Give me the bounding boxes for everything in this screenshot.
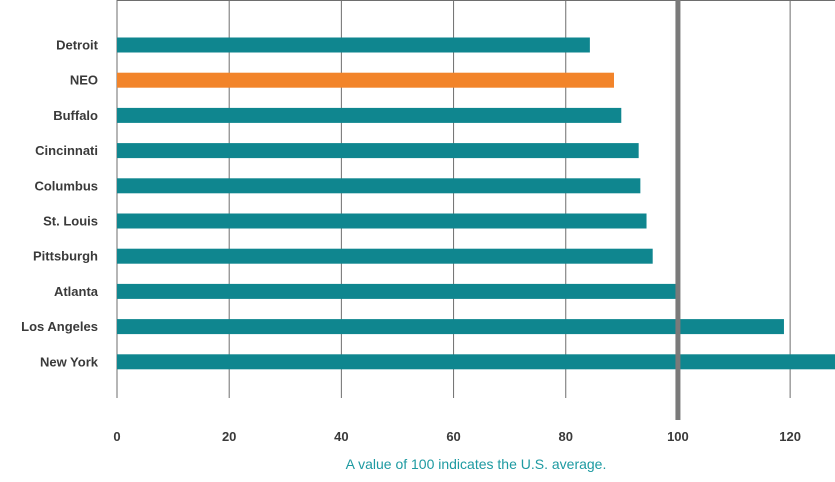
category-label-new-york: New York <box>40 354 99 369</box>
x-tick-label-100: 100 <box>667 429 689 444</box>
x-tick-label-0: 0 <box>113 429 120 444</box>
category-label-columbus: Columbus <box>34 178 98 193</box>
bar-cincinnati <box>117 143 639 159</box>
category-label-los-angeles: Los Angeles <box>21 319 98 334</box>
category-label-detroit: Detroit <box>56 38 99 53</box>
category-label-st-louis: St. Louis <box>43 214 98 229</box>
category-label-neo: NEO <box>70 73 98 88</box>
bar-st-louis <box>117 213 647 229</box>
x-tick-label-40: 40 <box>334 429 348 444</box>
x-tick-label-20: 20 <box>222 429 236 444</box>
gridlines <box>116 0 835 398</box>
bar-new-york <box>117 354 835 370</box>
x-tick-label-60: 60 <box>446 429 460 444</box>
x-tick-labels: 0 20 40 60 80 100 120 <box>113 429 801 444</box>
bar-atlanta <box>117 283 676 299</box>
bar-pittsburgh <box>117 248 653 264</box>
bars <box>117 37 835 370</box>
category-label-atlanta: Atlanta <box>54 284 99 299</box>
category-labels: Detroit NEO Buffalo Cincinnati Columbus St. L… <box>21 38 99 370</box>
bar-neo <box>117 72 614 88</box>
bar-detroit <box>117 37 590 53</box>
category-label-cincinnati: Cincinnati <box>35 143 98 158</box>
category-label-buffalo: Buffalo <box>53 108 98 123</box>
category-label-pittsburgh: Pittsburgh <box>33 249 98 264</box>
bar-buffalo <box>117 107 622 123</box>
bar-columbus <box>117 178 641 194</box>
x-tick-label-80: 80 <box>559 429 573 444</box>
bar-los-angeles <box>117 319 784 335</box>
chart-note: A value of 100 indicates the U.S. averag… <box>346 456 607 472</box>
x-tick-label-120: 120 <box>779 429 801 444</box>
